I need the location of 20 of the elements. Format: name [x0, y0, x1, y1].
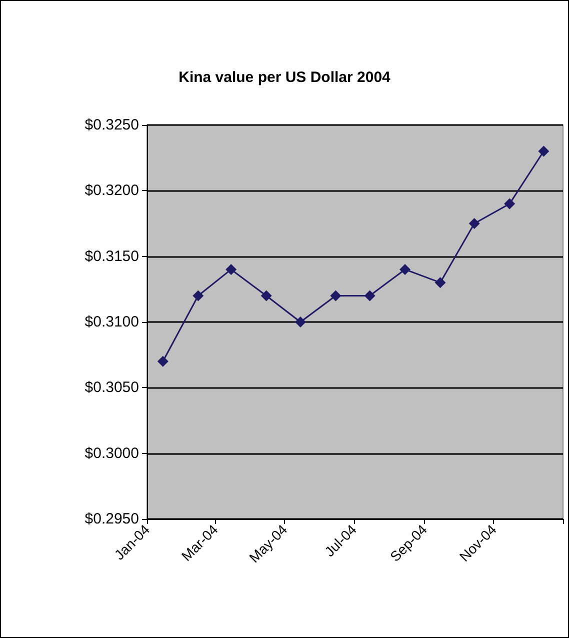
point [226, 264, 237, 275]
y-tick-label: $0.3200 [84, 182, 139, 200]
chart-title: Kina value per US Dollar 2004 [178, 69, 392, 86]
point [434, 277, 446, 288]
y-tick-label: $0.3100 [84, 314, 139, 330]
point [157, 356, 168, 367]
point [192, 290, 204, 302]
point [364, 290, 376, 302]
y-tick-label: $0.3250 [84, 116, 139, 134]
point [294, 316, 306, 328]
point [330, 290, 342, 302]
y-tick-label: $0.2950 [84, 510, 139, 528]
point [538, 146, 550, 157]
y-tick-label: $0.3150 [84, 248, 139, 265]
y-tick-label: $0.3000 [84, 444, 139, 462]
point [468, 218, 480, 229]
point [400, 264, 411, 275]
y-tick-label: $0.3050 [84, 379, 139, 396]
point [504, 198, 516, 210]
point [260, 290, 272, 302]
